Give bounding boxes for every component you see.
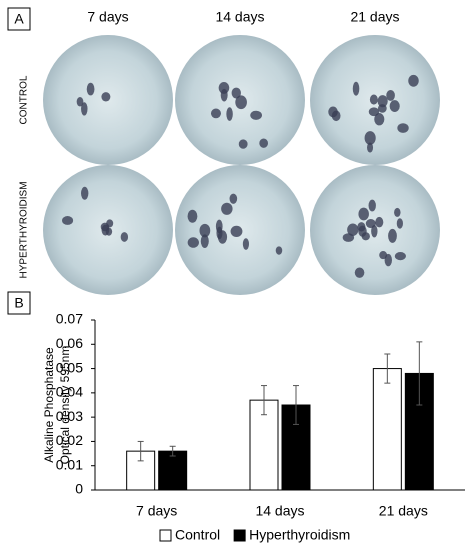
cell	[386, 89, 395, 101]
cell	[275, 246, 283, 255]
cell	[226, 107, 233, 121]
panel-label-box	[7, 291, 31, 315]
cell	[242, 238, 250, 250]
cell	[187, 209, 198, 223]
cell	[230, 225, 243, 238]
cell	[100, 222, 110, 232]
y-tick-label: 0.03	[56, 408, 83, 424]
cell	[354, 267, 365, 278]
y-tick-label: 0.06	[56, 335, 83, 351]
cell	[81, 102, 88, 116]
cell	[120, 232, 129, 242]
cell	[199, 223, 211, 238]
cell	[388, 228, 397, 243]
panel-label-box	[7, 7, 31, 31]
cell	[396, 218, 403, 229]
y-tick-label: 0.01	[56, 456, 83, 472]
cell	[361, 232, 370, 241]
cell	[101, 92, 111, 102]
legend-swatch	[233, 529, 246, 542]
cell	[375, 216, 384, 228]
bar	[372, 368, 402, 491]
cell	[62, 216, 74, 225]
cell	[250, 110, 262, 120]
panel-label: A	[14, 11, 24, 27]
cell	[389, 100, 400, 113]
panel-label: B	[14, 295, 23, 311]
y-tick-label: 0.04	[56, 384, 83, 400]
cell	[187, 237, 199, 248]
cell	[357, 222, 366, 232]
cell	[342, 233, 355, 242]
cell	[394, 252, 406, 261]
x-tick-label: 14 days	[255, 503, 304, 519]
x-tick-label: 7 days	[136, 503, 177, 519]
cell	[235, 95, 247, 110]
cell	[397, 123, 409, 133]
cell	[86, 82, 95, 96]
cell	[218, 81, 230, 94]
cell	[369, 94, 378, 105]
ylabel-line: Optical density 595nm	[58, 346, 72, 465]
cell	[259, 138, 268, 148]
cell	[377, 95, 388, 108]
cell	[358, 207, 369, 221]
column-label: 7 days	[87, 9, 128, 25]
cell	[371, 224, 378, 238]
cell	[347, 223, 359, 236]
column-label: 21 days	[350, 9, 399, 25]
cell	[367, 142, 374, 153]
cell	[364, 131, 376, 145]
y-tick-label: 0.07	[56, 311, 83, 327]
row-label: HYPERTHYROIDISM	[19, 181, 30, 278]
cell	[328, 106, 338, 118]
cell	[210, 108, 221, 119]
legend-label: Control	[175, 527, 220, 543]
cell	[352, 81, 360, 96]
column-label: 14 days	[215, 9, 264, 25]
cell	[221, 202, 233, 215]
cell	[374, 112, 385, 126]
cell	[81, 186, 89, 200]
ylabel-line: Alkaline Phosphatase	[42, 347, 56, 463]
y-tick-label: 0.05	[56, 359, 83, 375]
cell	[408, 74, 419, 87]
cell	[238, 139, 248, 149]
micrographs	[43, 35, 440, 295]
cell	[231, 87, 241, 99]
cell	[200, 234, 209, 248]
cell	[394, 207, 401, 217]
cell	[215, 219, 223, 234]
cell	[229, 193, 238, 204]
cell	[217, 230, 228, 244]
legend-swatch	[159, 529, 172, 542]
cell	[384, 253, 392, 267]
row-label: CONTROL	[19, 75, 30, 124]
cell	[76, 96, 84, 107]
cell	[368, 199, 376, 212]
y-tick-label: 0.02	[56, 432, 83, 448]
bar	[158, 450, 188, 491]
y-tick-label: 0	[75, 481, 83, 497]
legend-label: Hyperthyroidism	[249, 527, 350, 543]
x-tick-label: 21 days	[379, 503, 428, 519]
